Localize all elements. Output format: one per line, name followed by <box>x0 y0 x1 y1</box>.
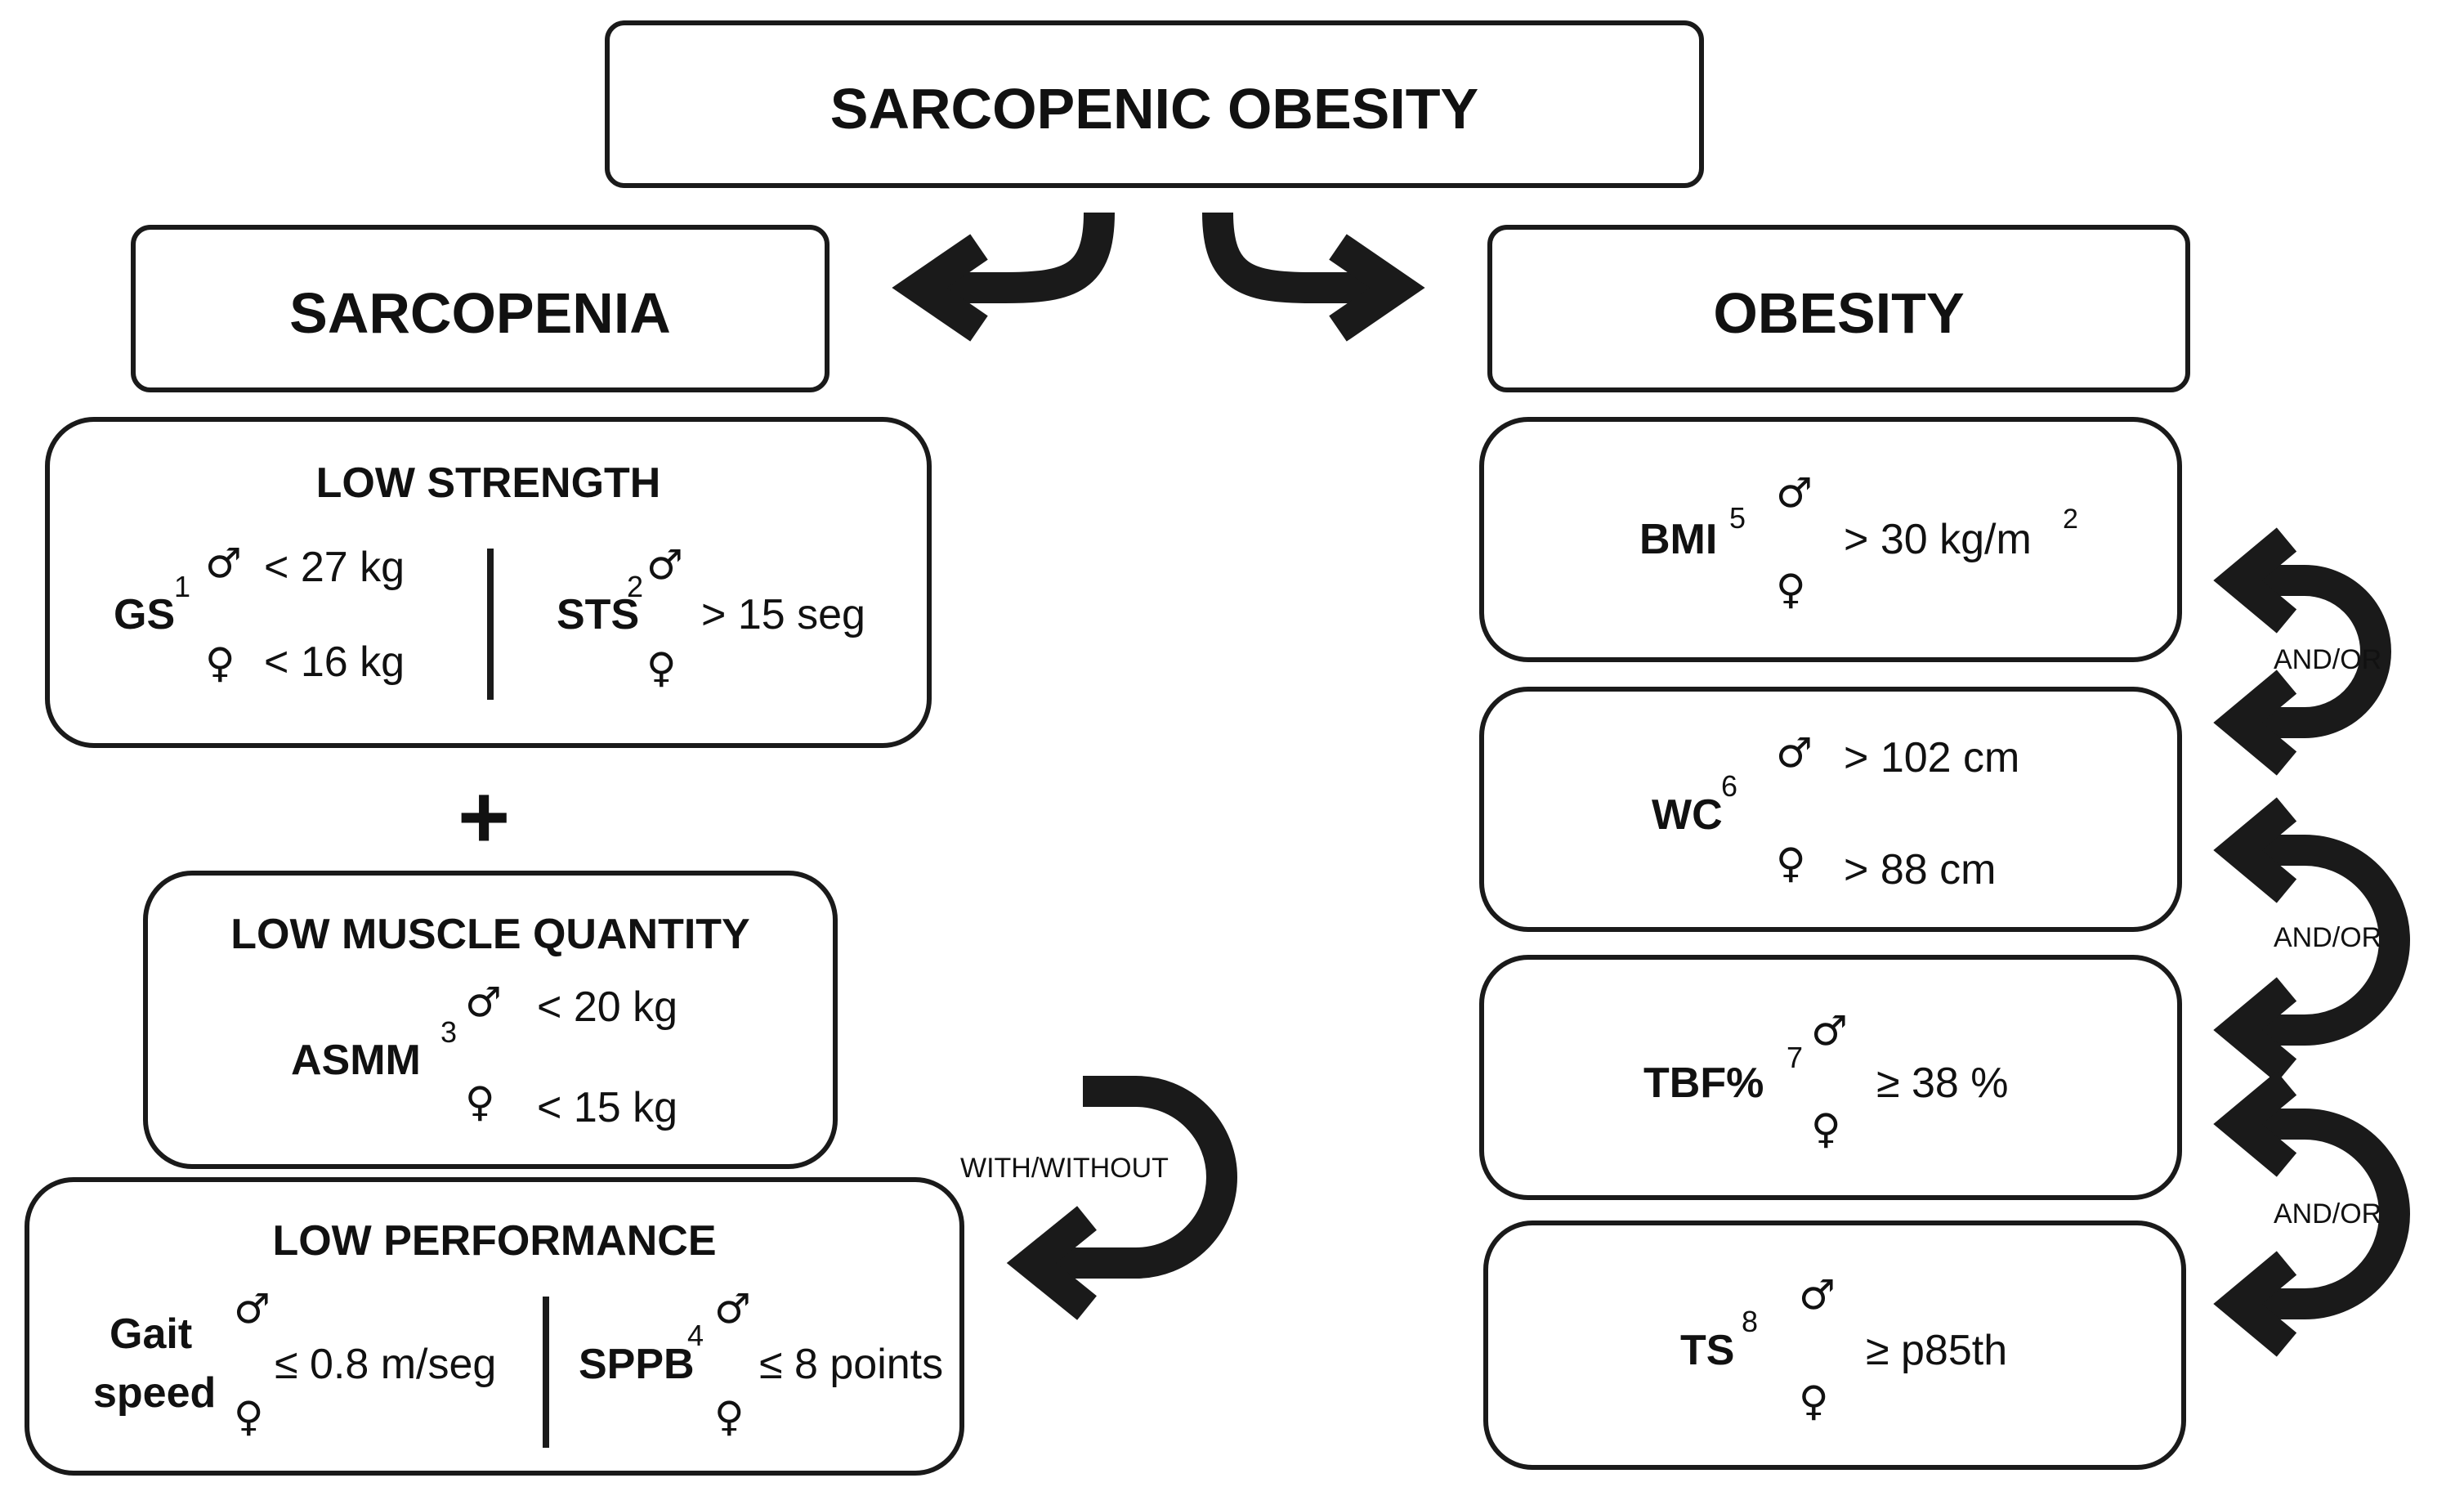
gs-female-value: < 16 kg <box>264 638 405 686</box>
plus-sign: + <box>458 767 511 867</box>
arrow-and-or-1 <box>2256 565 2391 738</box>
ts-ref: 8 <box>1742 1305 1759 1338</box>
sppb-label: SPPB <box>579 1341 695 1388</box>
and-or-label-2: AND/OR <box>2274 922 2382 953</box>
male-icon: ♂ <box>1799 1271 1836 1319</box>
bmi-value-sup: 2 <box>2063 504 2078 535</box>
female-icon: ♀ <box>1799 1377 1829 1425</box>
male-icon: ♂ <box>465 979 502 1026</box>
female-icon: ♀ <box>1776 840 1806 887</box>
gait-label-line1: Gait <box>110 1310 193 1358</box>
male-icon: ♂ <box>1811 1007 1848 1055</box>
low-strength-box: LOW STRENGTH GS 1 ♂ < 27 kg ♀ < 16 kg ST… <box>45 417 932 748</box>
page-title: SARCOPENIC OBESITY <box>830 77 1479 141</box>
asmm-female-value: < 15 kg <box>537 1084 678 1131</box>
ts-value: ≥ p85th <box>1866 1327 2008 1374</box>
male-icon: ♂ <box>646 541 683 589</box>
tbf-ref: 7 <box>1787 1041 1804 1074</box>
female-icon: ♀ <box>234 1393 264 1440</box>
sarcopenia-box: SARCOPENIA <box>131 225 830 392</box>
bmi-value: > 30 kg/m <box>1844 516 2032 563</box>
low-muscle-quantity-title: LOW MUSCLE QUANTITY <box>230 911 750 958</box>
wc-ref: 6 <box>1721 769 1738 803</box>
arrow-with-without <box>1054 1076 1237 1279</box>
arrow-and-or-3-head-top <box>2213 1071 2297 1177</box>
performance-divider <box>543 1297 549 1448</box>
male-icon: ♂ <box>205 540 242 587</box>
arrow-and-or-2-head-top <box>2213 797 2297 903</box>
wc-female-value: > 88 cm <box>1844 846 1997 894</box>
gait-value: ≤ 0.8 m/seg <box>275 1341 497 1388</box>
gait-label-line2: speed <box>93 1369 217 1417</box>
gs-ref: 1 <box>174 570 191 603</box>
sts-ref: 2 <box>627 570 644 603</box>
wc-label: WC <box>1652 791 1723 839</box>
obesity-label: OBESITY <box>1713 281 1965 345</box>
female-icon: ♀ <box>465 1078 495 1126</box>
arrow-to-sarcopenia <box>944 212 1115 303</box>
sppb-ref: 4 <box>687 1319 704 1352</box>
tbf-label: TBF% <box>1643 1059 1764 1107</box>
bmi-label: BMI <box>1639 516 1718 563</box>
low-strength-title: LOW STRENGTH <box>315 459 661 507</box>
arrow-and-or-1-head-top <box>2213 527 2297 634</box>
low-performance-box: LOW PERFORMANCE Gait speed ♂ ♀ ≤ 0.8 m/s… <box>25 1177 964 1476</box>
gs-male-value: < 27 kg <box>264 544 405 591</box>
and-or-label-3: AND/OR <box>2274 1198 2382 1229</box>
sppb-value: ≤ 8 points <box>759 1341 944 1388</box>
arrow-to-obesity-head <box>1329 234 1425 342</box>
female-icon: ♀ <box>646 644 677 692</box>
female-icon: ♀ <box>1811 1105 1841 1153</box>
wc-box: WC 6 ♂ > 102 cm ♀ > 88 cm <box>1479 687 2182 932</box>
sarcopenia-label: SARCOPENIA <box>289 281 671 345</box>
male-icon: ♂ <box>1776 469 1813 517</box>
sts-value: > 15 seg <box>701 591 865 638</box>
arrow-to-sarcopenia-head <box>892 234 988 342</box>
female-icon: ♀ <box>1776 566 1806 613</box>
obesity-box: OBESITY <box>1487 225 2190 392</box>
arrow-and-or-2 <box>2256 835 2410 1046</box>
male-icon: ♂ <box>1776 729 1813 777</box>
ts-box: TS 8 ♂ ♀ ≥ p85th <box>1483 1221 2186 1470</box>
with-without-label: WITH/WITHOUT <box>960 1153 1169 1184</box>
gs-label: GS <box>114 591 176 638</box>
male-icon: ♂ <box>714 1285 751 1333</box>
arrow-with-without-head <box>1006 1206 1097 1320</box>
and-or-label-1: AND/OR <box>2274 644 2382 675</box>
arrow-to-obesity <box>1202 212 1373 303</box>
arrow-and-or-3 <box>2256 1109 2410 1319</box>
tbf-box: TBF% 7 ♂ ♀ ≥ 38 % <box>1479 955 2182 1200</box>
wc-male-value: > 102 cm <box>1844 734 2020 782</box>
low-performance-title: LOW PERFORMANCE <box>272 1217 717 1265</box>
arrow-and-or-2-head-bottom <box>2213 977 2297 1083</box>
strength-divider <box>487 549 494 700</box>
female-icon: ♀ <box>714 1393 745 1440</box>
male-icon: ♂ <box>234 1285 271 1333</box>
asmm-label: ASMM <box>291 1037 421 1084</box>
bmi-ref: 5 <box>1729 501 1746 535</box>
ts-label: TS <box>1680 1327 1735 1374</box>
sarcopenic-obesity-box: SARCOPENIC OBESITY <box>605 20 1704 188</box>
tbf-value: ≥ 38 % <box>1876 1059 2009 1107</box>
arrow-and-or-1-head-bottom <box>2213 670 2297 776</box>
asmm-ref: 3 <box>440 1015 458 1049</box>
sts-label: STS <box>557 591 640 638</box>
asmm-male-value: < 20 kg <box>537 983 678 1031</box>
bmi-box: BMI 5 ♂ ♀ > 30 kg/m 2 <box>1479 417 2182 662</box>
arrow-and-or-3-head-bottom <box>2213 1251 2297 1357</box>
female-icon: ♀ <box>205 639 235 687</box>
low-muscle-quantity-box: LOW MUSCLE QUANTITY ASMM 3 ♂ < 20 kg ♀ <… <box>143 871 838 1169</box>
